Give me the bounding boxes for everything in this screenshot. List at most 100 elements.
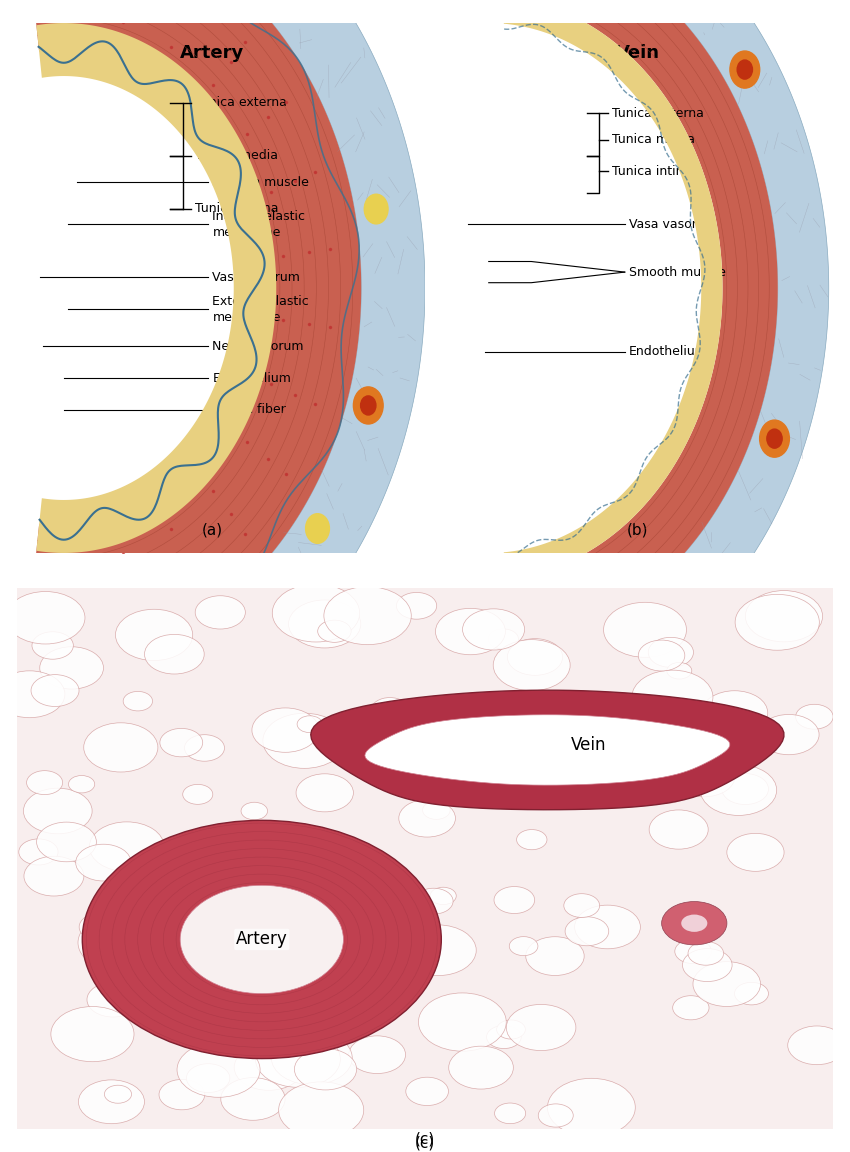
Circle shape — [767, 429, 782, 448]
Circle shape — [112, 950, 161, 983]
Circle shape — [430, 736, 497, 781]
Circle shape — [405, 1077, 449, 1106]
Circle shape — [360, 396, 376, 415]
Circle shape — [137, 657, 161, 685]
Circle shape — [324, 586, 411, 645]
Circle shape — [188, 880, 262, 930]
Circle shape — [683, 948, 732, 982]
Circle shape — [298, 715, 322, 733]
Circle shape — [0, 670, 65, 718]
Circle shape — [235, 1045, 303, 1090]
Text: Endothelium: Endothelium — [212, 372, 292, 385]
Circle shape — [564, 894, 599, 917]
Circle shape — [649, 637, 694, 667]
Text: Tunica externa: Tunica externa — [612, 107, 704, 120]
Circle shape — [673, 756, 735, 797]
Polygon shape — [37, 23, 276, 553]
Circle shape — [184, 735, 224, 761]
Circle shape — [509, 937, 538, 956]
Circle shape — [144, 635, 204, 674]
Text: Tunica media: Tunica media — [196, 149, 279, 162]
Circle shape — [183, 785, 212, 804]
Polygon shape — [504, 0, 722, 578]
Circle shape — [496, 1020, 525, 1039]
Circle shape — [538, 1104, 573, 1127]
Text: (c): (c) — [415, 1136, 435, 1151]
Circle shape — [730, 51, 760, 88]
Circle shape — [682, 734, 737, 771]
Circle shape — [271, 0, 301, 22]
Circle shape — [422, 801, 450, 819]
Circle shape — [565, 917, 609, 946]
Circle shape — [490, 712, 579, 770]
Circle shape — [348, 1036, 405, 1074]
Circle shape — [526, 937, 584, 976]
Circle shape — [139, 876, 189, 909]
Circle shape — [760, 420, 790, 457]
Circle shape — [688, 941, 723, 965]
Circle shape — [462, 608, 524, 650]
Circle shape — [256, 1031, 340, 1087]
Polygon shape — [26, 0, 361, 659]
Text: External elastic
membrane: External elastic membrane — [212, 295, 309, 324]
Circle shape — [486, 1025, 521, 1048]
Text: Endothelium: Endothelium — [629, 346, 708, 358]
Text: Internal elastic
membrane: Internal elastic membrane — [212, 210, 305, 238]
Text: Tunica intima: Tunica intima — [612, 165, 695, 177]
Circle shape — [120, 968, 180, 1008]
Circle shape — [89, 821, 164, 871]
Text: Tunica media: Tunica media — [612, 134, 695, 146]
Circle shape — [294, 1048, 357, 1090]
Circle shape — [288, 600, 360, 647]
Circle shape — [51, 1007, 134, 1062]
Circle shape — [19, 839, 58, 865]
Circle shape — [575, 760, 618, 789]
Circle shape — [488, 629, 518, 649]
Circle shape — [722, 774, 768, 804]
Circle shape — [180, 885, 343, 993]
Circle shape — [430, 887, 456, 904]
Circle shape — [399, 799, 456, 838]
Circle shape — [227, 880, 257, 900]
Circle shape — [24, 856, 84, 896]
Circle shape — [235, 826, 319, 881]
Circle shape — [745, 591, 823, 642]
Circle shape — [241, 802, 268, 820]
Circle shape — [263, 713, 346, 768]
Text: (a): (a) — [202, 522, 223, 537]
Circle shape — [278, 0, 293, 13]
Circle shape — [123, 691, 152, 711]
Polygon shape — [311, 690, 784, 810]
Circle shape — [160, 728, 202, 757]
Circle shape — [758, 714, 819, 755]
Text: Vasa vasorum: Vasa vasorum — [629, 218, 717, 230]
Circle shape — [248, 825, 319, 872]
Text: Elastic fiber: Elastic fiber — [212, 403, 286, 416]
Circle shape — [667, 662, 692, 679]
Circle shape — [735, 594, 819, 650]
Text: Vasa vasorum: Vasa vasorum — [212, 271, 300, 283]
Circle shape — [692, 710, 762, 757]
Circle shape — [306, 514, 330, 544]
Circle shape — [693, 962, 761, 1007]
Circle shape — [84, 722, 158, 772]
Circle shape — [396, 592, 437, 619]
Circle shape — [272, 584, 360, 642]
Circle shape — [271, 1031, 352, 1085]
Circle shape — [661, 902, 727, 945]
Circle shape — [445, 698, 502, 736]
Circle shape — [693, 764, 728, 788]
Circle shape — [205, 846, 248, 874]
Text: (c): (c) — [415, 1131, 435, 1146]
Text: Artery: Artery — [180, 44, 245, 62]
Circle shape — [507, 638, 563, 675]
Circle shape — [354, 387, 383, 424]
Circle shape — [69, 775, 94, 793]
Circle shape — [517, 829, 547, 850]
Circle shape — [628, 757, 699, 804]
Circle shape — [371, 698, 409, 722]
Circle shape — [24, 788, 92, 834]
Circle shape — [681, 915, 707, 932]
Circle shape — [737, 60, 752, 79]
Polygon shape — [17, 0, 425, 738]
